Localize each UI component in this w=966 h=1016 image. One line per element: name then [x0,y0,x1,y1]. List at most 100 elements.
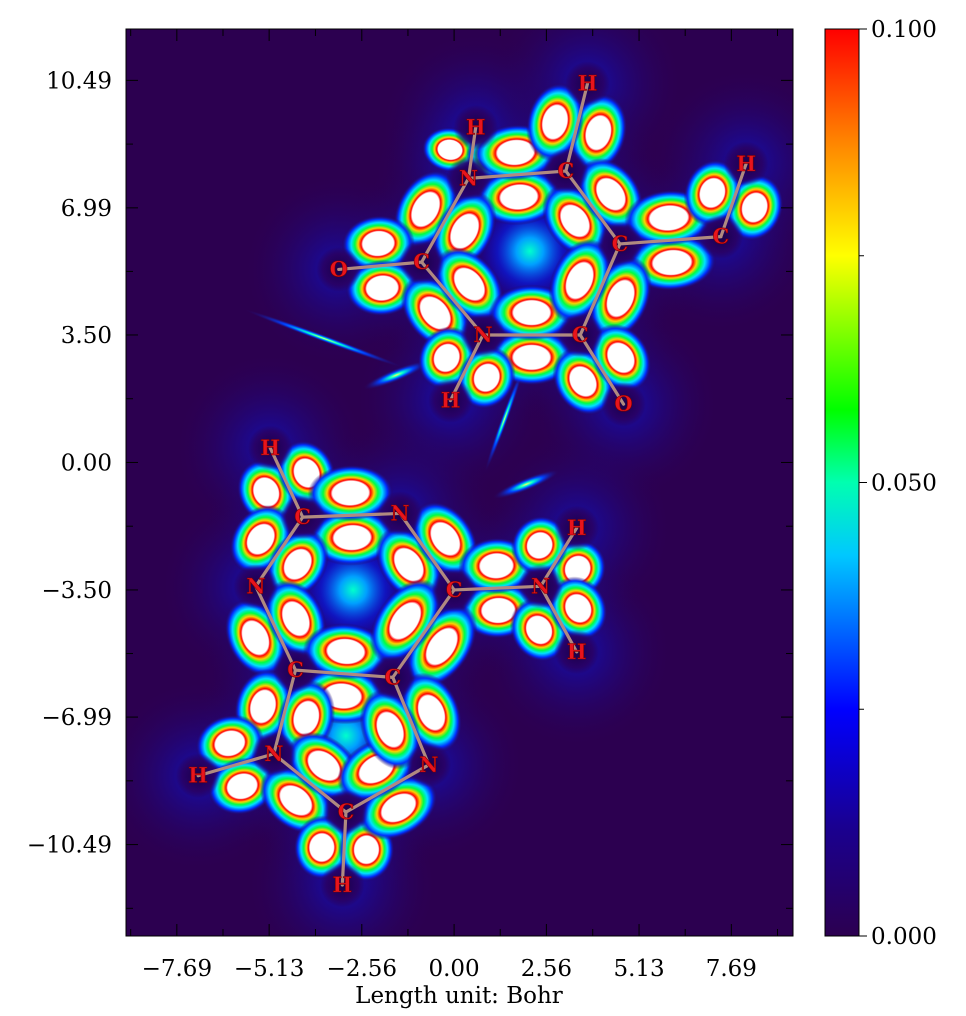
bond-line [420,176,471,264]
bond-density-lobe [475,168,562,226]
bond-line [254,515,305,588]
atom-label-n: N [246,573,265,598]
atom-label-c: C [558,158,575,183]
atom-label-c: C [612,231,629,256]
atom-label-h: H [736,151,756,176]
atom-label-c: C [287,657,304,682]
colorbar-tick-label: 0.000 [871,924,937,950]
atom-label-c: C [294,504,311,529]
y-tick-label: 6.99 [61,196,112,222]
x-tick-label: 5.13 [613,956,664,982]
atom-layer: H H N C H C C O C N C H O H C N H N C N H C C N N H C H [188,70,756,897]
atom-label-h: H [441,388,461,413]
density-streak [484,364,525,473]
bond-line [618,235,723,246]
bond-line [268,446,305,519]
bond-line [301,511,402,519]
density-streak [492,469,560,500]
atom-label-o: O [614,391,632,416]
bond-line [196,752,276,778]
atom-label-c: C [446,577,463,602]
atom-label-n: N [419,752,438,777]
atom-label-h: H [567,515,587,540]
y-tick-label: −10.49 [27,833,112,859]
atom-label-o: O [330,256,348,281]
atom-label-c: C [338,799,355,824]
density-streak [362,360,430,390]
atom-label-h: H [188,763,208,788]
bond-line [293,668,395,679]
bond-density-lobe [569,93,628,172]
bond-line [391,675,431,767]
atom-label-c: C [713,224,730,249]
x-axis-label: Length unit: Bohr [355,983,563,1009]
axis-layer: −7.69 −5.13 −2.56 0.00 2.56 5.13 7.69 10.49 6.99… [27,29,793,982]
bond-density-lobe [341,215,415,272]
bond-density-lobe [307,464,394,522]
bond-line [466,169,568,180]
bond-density-lobe [207,757,277,815]
bond-density-lobe [526,82,584,162]
x-tick-label: −2.56 [327,956,397,982]
density-layer [126,29,793,936]
bond-line [452,584,543,592]
bond-density-lobe [434,247,504,321]
density-streak [242,308,406,369]
bond-line [564,82,590,173]
colorbar-tick-label: 0.100 [871,17,937,43]
bond-density-lobe [683,159,742,227]
y-tick-label: −3.50 [42,578,112,604]
bond-layer [196,82,748,887]
bond-density-lobe [369,579,441,663]
bond-density-lobe [457,346,516,410]
bond-line [539,584,579,654]
atom-label-h: H [567,639,587,664]
atom-label-h: H [332,872,352,897]
bond-line [272,668,298,756]
bond-line [564,169,622,246]
atom-label-n: N [531,573,550,598]
y-tick-label: 3.50 [61,323,112,349]
bond-line [719,162,748,239]
bond-line [391,588,456,679]
atom-label-n: N [459,165,478,190]
x-tick-label: 0.00 [428,956,479,982]
bond-density-lobe [345,259,419,317]
bond-line [340,810,348,887]
y-tick-label: −6.99 [42,705,112,731]
atom-label-n: N [264,741,283,766]
colorbar [824,28,860,937]
atom-label-c: C [384,664,401,689]
atom-label-h: H [466,114,486,139]
colorbar-ticks: 0.100 0.050 0.000 [859,17,937,950]
atom-label-h: H [578,71,598,96]
bond-line [539,526,579,588]
bond-line [344,763,431,814]
bond-density-lobe [548,576,608,641]
atom-label-c: C [572,322,589,347]
bond-line [337,260,424,272]
bond-line [254,584,298,672]
atom-label-c: C [413,249,430,274]
bond-line [466,125,478,180]
x-tick-label: 7.69 [706,956,757,982]
atom-label-n: N [473,322,492,347]
x-tick-label: 2.56 [521,956,572,982]
bond-line [578,333,626,406]
plot-frame [125,28,794,937]
bond-line [578,242,622,337]
x-tick-label: −5.13 [234,956,304,982]
y-tick-label: 10.49 [46,68,112,94]
bond-line [398,511,456,592]
atom-label-h: H [260,435,280,460]
bond-line [272,752,348,814]
bond-line [448,333,485,403]
bond-density-lobe [510,515,569,576]
atom-label-n: N [390,500,409,525]
bond-density-lobe [309,509,396,566]
bond-line [420,260,485,337]
colorbar-tick-label: 0.050 [871,471,937,497]
bond-density-lobe [302,623,389,680]
y-tick-label: 0.00 [61,450,112,476]
